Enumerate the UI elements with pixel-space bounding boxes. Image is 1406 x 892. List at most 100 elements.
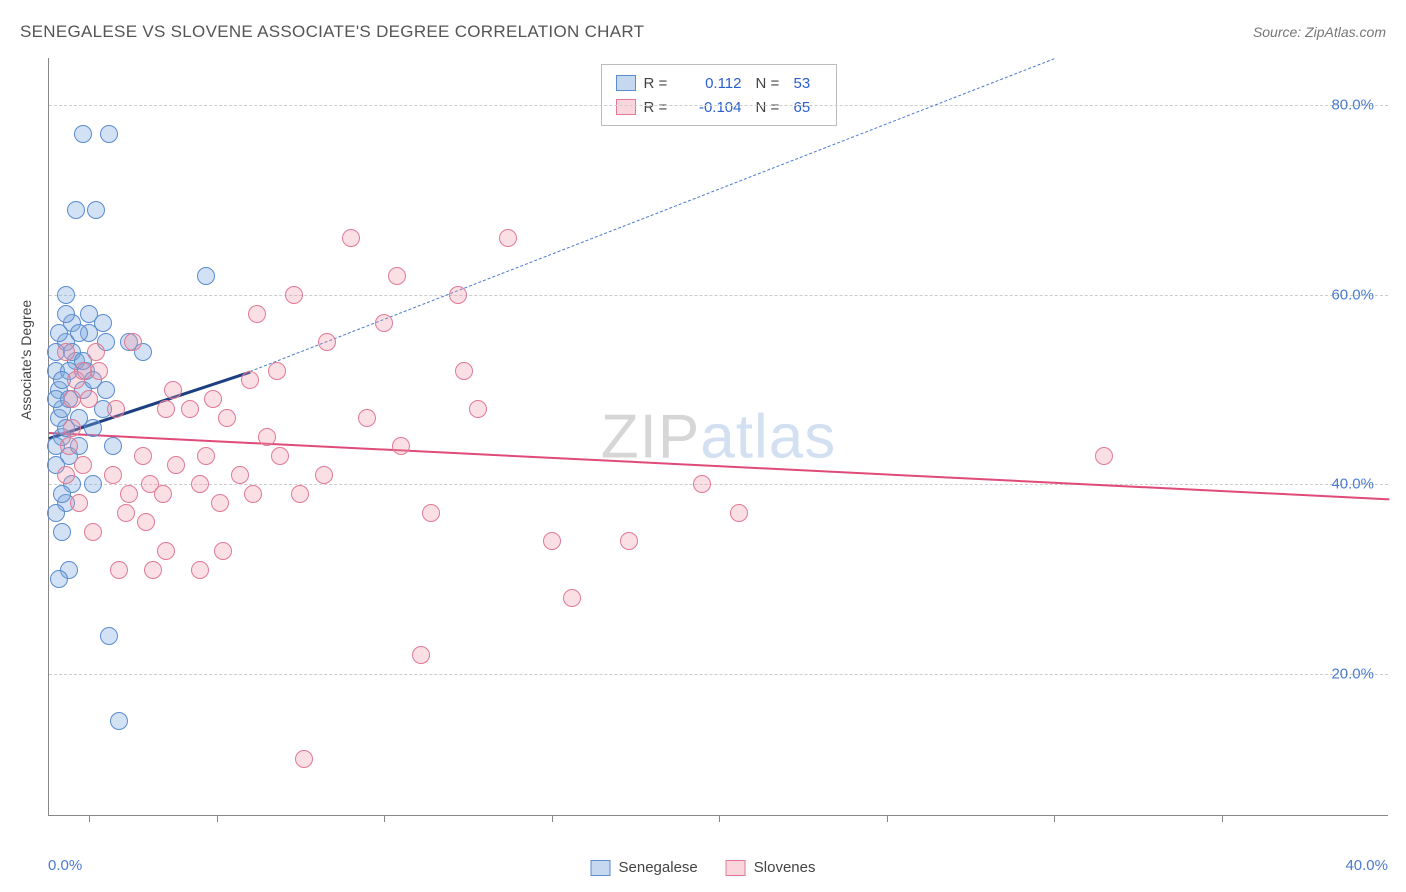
data-point bbox=[57, 466, 75, 484]
data-point bbox=[469, 400, 487, 418]
x-tick bbox=[384, 815, 385, 822]
x-tick bbox=[1222, 815, 1223, 822]
data-point bbox=[218, 409, 236, 427]
gridline bbox=[49, 105, 1388, 106]
data-point bbox=[342, 229, 360, 247]
correlation-legend: R = 0.112 N = 53 R = -0.104 N = 65 bbox=[601, 64, 837, 126]
data-point bbox=[97, 381, 115, 399]
y-tick-label: 20.0% bbox=[1331, 665, 1374, 682]
data-point bbox=[57, 343, 75, 361]
legend-row: R = 0.112 N = 53 bbox=[616, 71, 822, 95]
data-point bbox=[144, 561, 162, 579]
data-point bbox=[90, 362, 108, 380]
data-point bbox=[455, 362, 473, 380]
data-point bbox=[57, 286, 75, 304]
data-point bbox=[47, 504, 65, 522]
data-point bbox=[730, 504, 748, 522]
data-point bbox=[258, 428, 276, 446]
legend-label: Senegalese bbox=[619, 859, 698, 876]
data-point bbox=[499, 229, 517, 247]
gridline bbox=[49, 295, 1388, 296]
legend-n-label: N = bbox=[756, 75, 786, 92]
legend-item: Slovenes bbox=[726, 859, 816, 876]
data-point bbox=[271, 447, 289, 465]
data-point bbox=[268, 362, 286, 380]
data-point bbox=[563, 589, 581, 607]
data-point bbox=[110, 561, 128, 579]
data-point bbox=[53, 523, 71, 541]
data-point bbox=[157, 542, 175, 560]
swatch-slovenes bbox=[616, 99, 636, 115]
legend-n-value: 65 bbox=[794, 99, 822, 116]
data-point bbox=[50, 324, 68, 342]
data-point bbox=[181, 400, 199, 418]
series-legend: Senegalese Slovenes bbox=[591, 859, 816, 876]
data-point bbox=[191, 475, 209, 493]
data-point bbox=[620, 532, 638, 550]
data-point bbox=[214, 542, 232, 560]
data-point bbox=[197, 447, 215, 465]
data-point bbox=[74, 362, 92, 380]
data-point bbox=[53, 485, 71, 503]
data-point bbox=[80, 390, 98, 408]
legend-r-value: -0.104 bbox=[682, 99, 742, 116]
data-point bbox=[100, 627, 118, 645]
data-point bbox=[543, 532, 561, 550]
data-point bbox=[94, 314, 112, 332]
data-point bbox=[137, 513, 155, 531]
data-point bbox=[167, 456, 185, 474]
data-point bbox=[124, 333, 142, 351]
legend-r-label: R = bbox=[644, 75, 674, 92]
x-axis-max-label: 40.0% bbox=[1345, 857, 1388, 874]
data-point bbox=[412, 646, 430, 664]
x-tick bbox=[1054, 815, 1055, 822]
data-point bbox=[100, 125, 118, 143]
x-axis-min-label: 0.0% bbox=[48, 857, 82, 874]
data-point bbox=[84, 475, 102, 493]
data-point bbox=[104, 466, 122, 484]
data-point bbox=[74, 125, 92, 143]
data-point bbox=[204, 390, 222, 408]
data-point bbox=[211, 494, 229, 512]
x-tick bbox=[719, 815, 720, 822]
data-point bbox=[120, 485, 138, 503]
data-point bbox=[164, 381, 182, 399]
legend-label: Slovenes bbox=[754, 859, 816, 876]
y-tick-label: 60.0% bbox=[1331, 286, 1374, 303]
data-point bbox=[1095, 447, 1113, 465]
y-tick-label: 80.0% bbox=[1331, 97, 1374, 114]
swatch-senegalese bbox=[591, 860, 611, 876]
legend-item: Senegalese bbox=[591, 859, 698, 876]
swatch-senegalese bbox=[616, 75, 636, 91]
data-point bbox=[157, 400, 175, 418]
data-point bbox=[248, 305, 266, 323]
data-point bbox=[197, 267, 215, 285]
y-tick-label: 40.0% bbox=[1331, 476, 1374, 493]
data-point bbox=[154, 485, 172, 503]
data-point bbox=[244, 485, 262, 503]
data-point bbox=[191, 561, 209, 579]
data-point bbox=[318, 333, 336, 351]
data-point bbox=[388, 267, 406, 285]
data-point bbox=[422, 504, 440, 522]
data-point bbox=[358, 409, 376, 427]
data-point bbox=[87, 201, 105, 219]
data-point bbox=[50, 570, 68, 588]
x-tick bbox=[89, 815, 90, 822]
data-point bbox=[87, 343, 105, 361]
data-point bbox=[60, 437, 78, 455]
data-point bbox=[231, 466, 249, 484]
swatch-slovenes bbox=[726, 860, 746, 876]
gridline bbox=[49, 674, 1388, 675]
x-tick bbox=[217, 815, 218, 822]
data-point bbox=[107, 400, 125, 418]
legend-n-label: N = bbox=[756, 99, 786, 116]
x-tick bbox=[887, 815, 888, 822]
data-point bbox=[449, 286, 467, 304]
chart-source: Source: ZipAtlas.com bbox=[1253, 24, 1386, 40]
data-point bbox=[63, 419, 81, 437]
data-point bbox=[134, 447, 152, 465]
legend-n-value: 53 bbox=[794, 75, 822, 92]
data-point bbox=[291, 485, 309, 503]
data-point bbox=[70, 324, 88, 342]
